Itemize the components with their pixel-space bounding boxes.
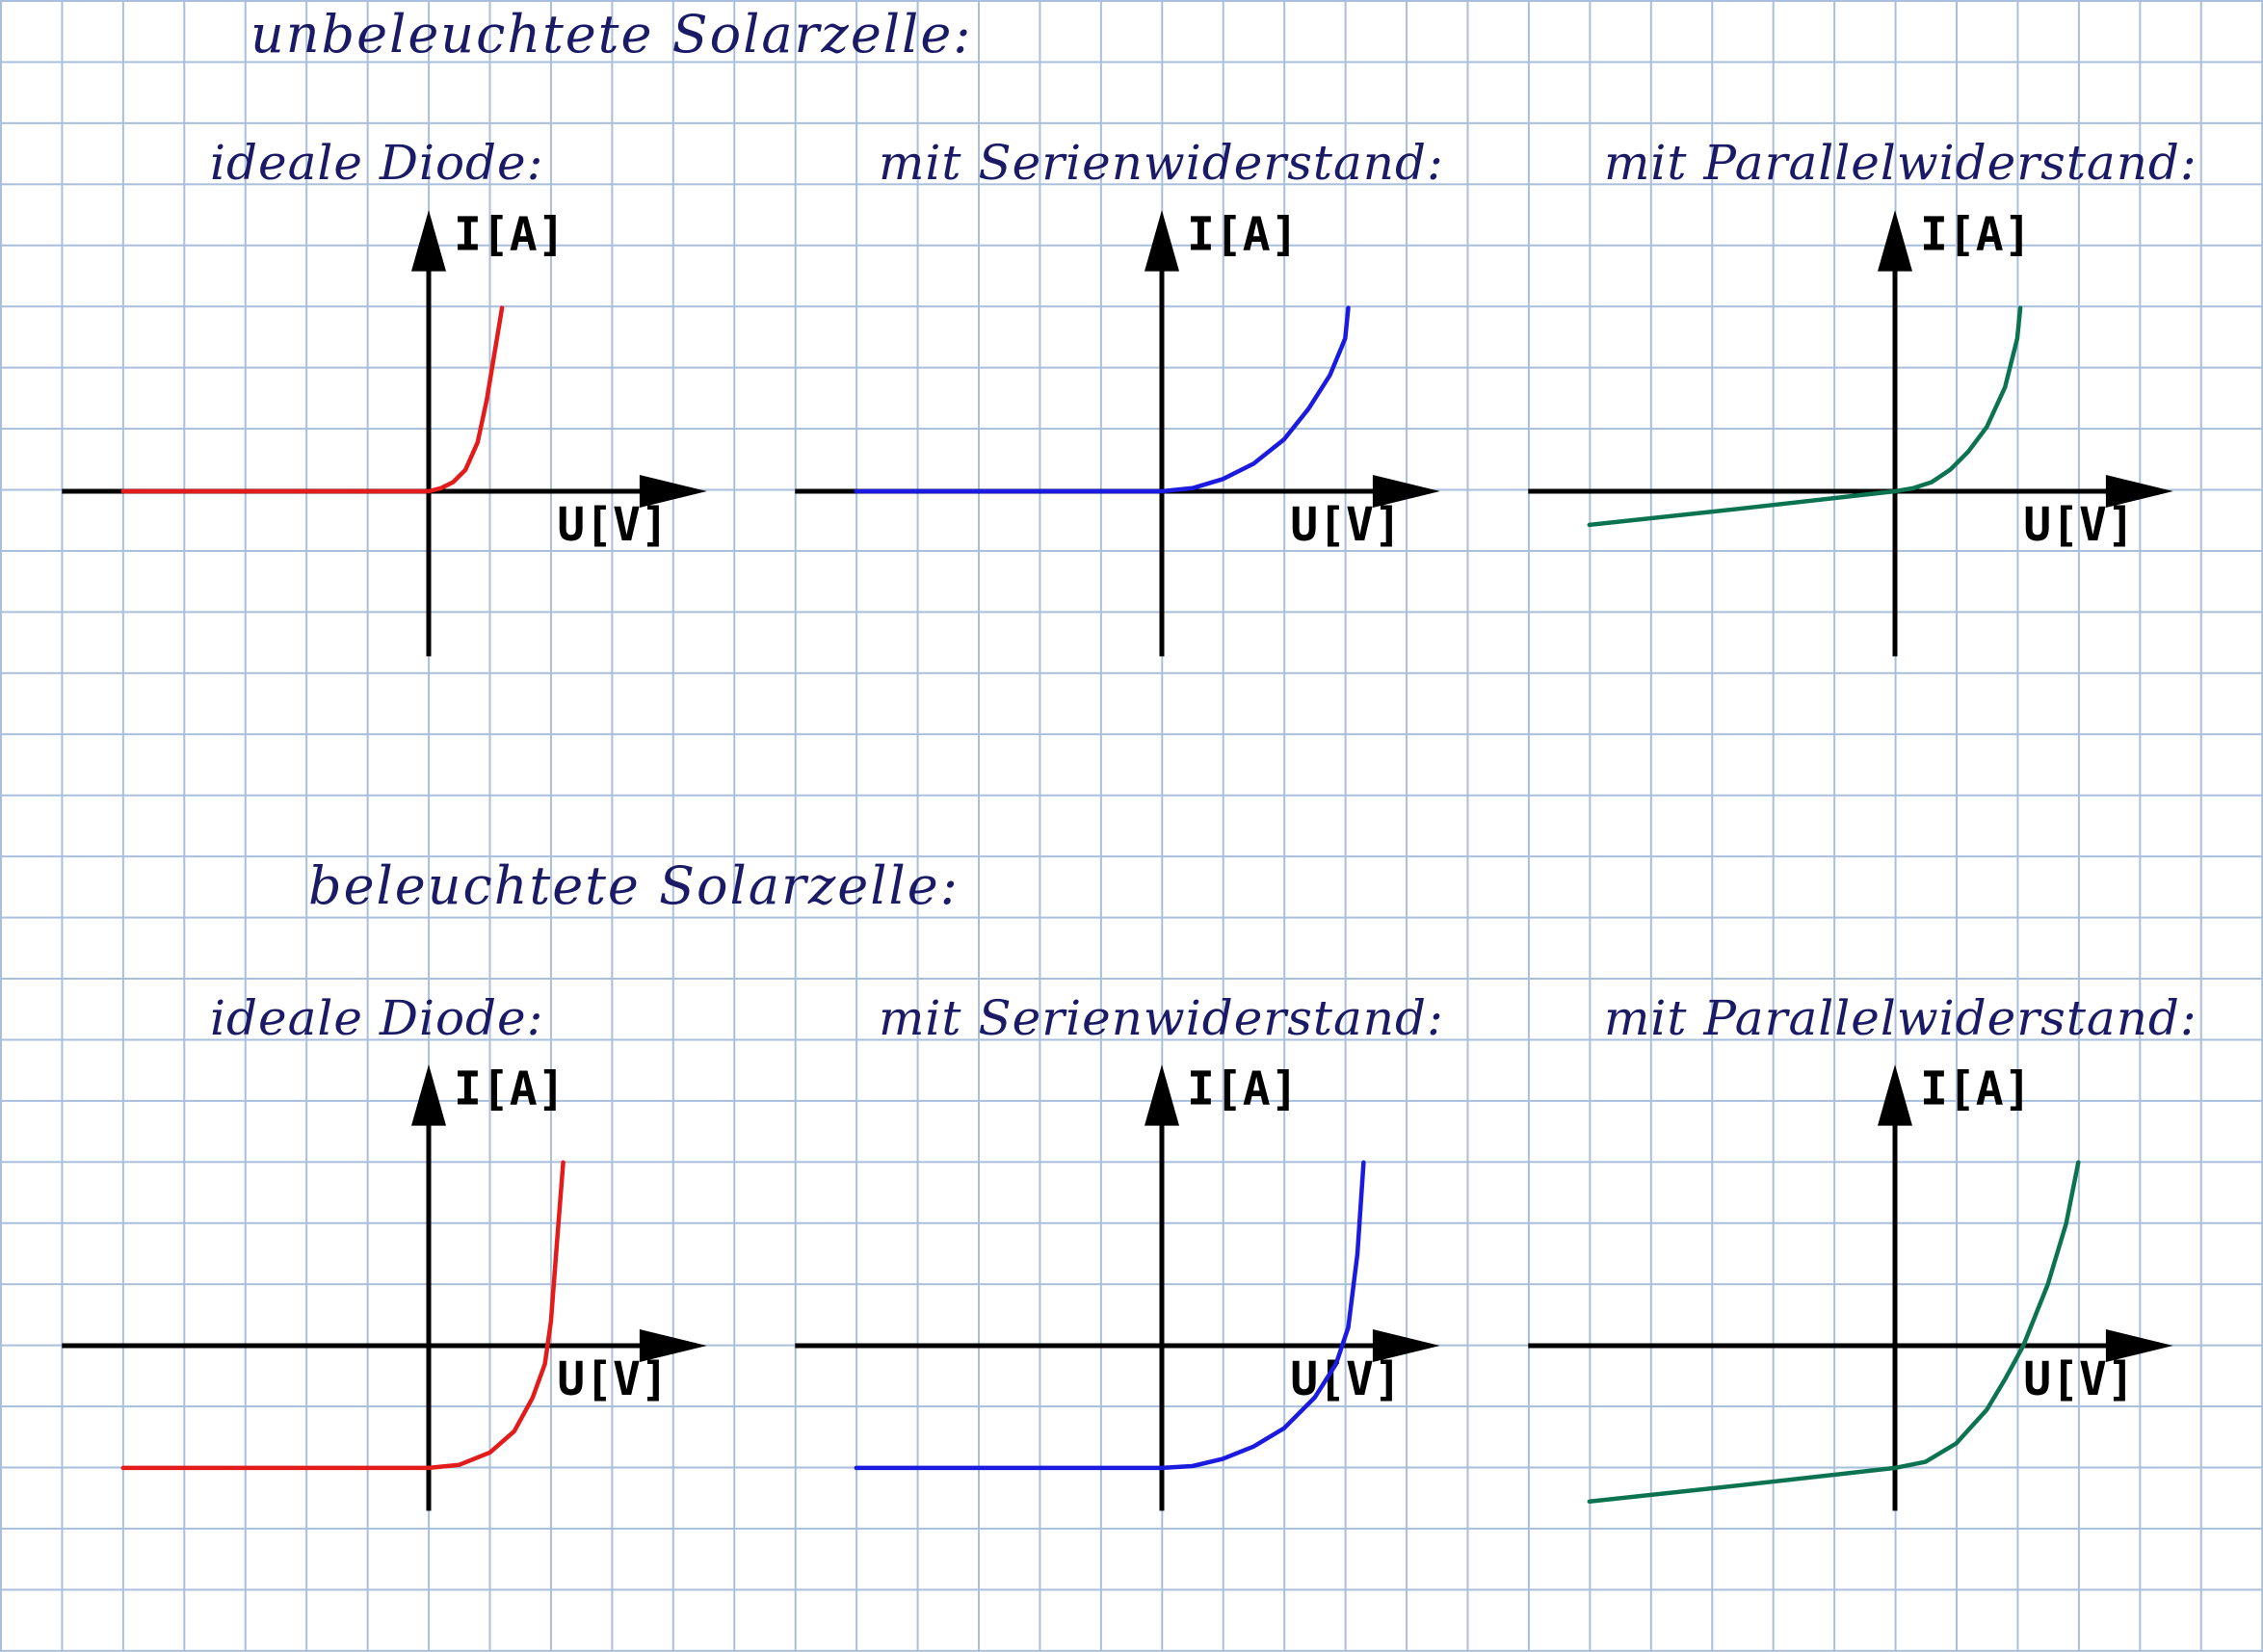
y-axis-arrow-2 (1145, 210, 1179, 272)
y-axis-label-4: I[A] (454, 1062, 566, 1115)
x-axis-label-2: U[V] (1290, 498, 1402, 552)
x-axis-arrow-1 (639, 475, 707, 508)
y-axis-label-3: I[A] (1920, 207, 2032, 261)
x-axis-arrow-6 (2105, 1329, 2173, 1362)
title-chart-3: mit Parallelwiderstand: (1604, 135, 2197, 191)
heading-lit-cell: beleuchtete Solarzelle: (308, 855, 960, 916)
title-chart-4: ideale Diode: (210, 990, 544, 1046)
x-axis-arrow-2 (1372, 475, 1440, 508)
y-axis-arrow-3 (1878, 210, 1912, 272)
x-axis-label-5: U[V] (1290, 1352, 1402, 1406)
y-axis-arrow-4 (411, 1064, 446, 1126)
title-chart-2: mit Serienwiderstand: (879, 135, 1444, 191)
iv-curve-4 (120, 1160, 566, 1471)
x-axis-arrow-3 (2105, 475, 2173, 508)
heading-unlit-cell: unbeleuchtete Solarzelle: (250, 4, 973, 65)
title-chart-1: ideale Diode: (210, 135, 544, 191)
x-axis-label-6: U[V] (2023, 1352, 2135, 1406)
x-axis-label-3: U[V] (2023, 498, 2135, 552)
title-chart-6: mit Parallelwiderstand: (1604, 990, 2197, 1046)
x-axis-arrow-4 (639, 1329, 707, 1362)
iv-curve-3 (1587, 305, 2023, 528)
iv-curve-1 (120, 305, 505, 494)
y-axis-arrow-6 (1878, 1064, 1912, 1126)
y-axis-arrow-5 (1145, 1064, 1179, 1126)
iv-curve-2 (854, 305, 1351, 494)
y-axis-label-6: I[A] (1920, 1062, 2032, 1115)
x-axis-label-1: U[V] (557, 498, 669, 552)
y-axis-label-1: I[A] (454, 207, 566, 261)
y-axis-label-5: I[A] (1187, 1062, 1299, 1115)
iv-curve-6 (1587, 1160, 2081, 1505)
y-axis-arrow-1 (411, 210, 446, 272)
title-chart-5: mit Serienwiderstand: (879, 990, 1444, 1046)
iv-curve-5 (854, 1160, 1366, 1471)
x-axis-label-4: U[V] (557, 1352, 669, 1406)
y-axis-label-2: I[A] (1187, 207, 1299, 261)
x-axis-arrow-5 (1372, 1329, 1440, 1362)
